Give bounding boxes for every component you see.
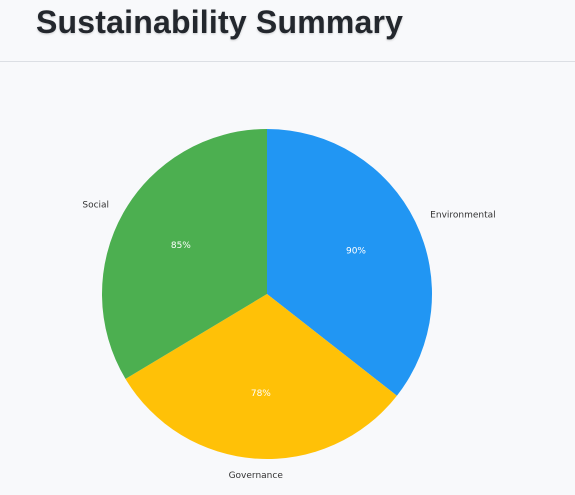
page-title: Sustainability Summary <box>36 4 404 40</box>
slice-category-label-environmental: Environmental <box>430 211 495 221</box>
slice-value-label-governance: 78% <box>251 389 271 399</box>
chart-container: 90% Environmental 78% Governance 85% Social <box>0 62 575 490</box>
pie-slice-social[interactable] <box>102 129 267 379</box>
slice-value-label-social: 85% <box>171 241 191 251</box>
pie-chart: 90% Environmental 78% Governance 85% Social <box>82 129 496 481</box>
slice-value-label-environmental: 90% <box>346 247 366 257</box>
pie-slice-environmental[interactable] <box>267 129 432 396</box>
slice-category-label-governance: Governance <box>229 471 284 481</box>
page-header: Sustainability Summary <box>0 0 575 62</box>
pie-slice-governance[interactable] <box>125 294 397 460</box>
slice-category-label-social: Social <box>82 201 109 211</box>
